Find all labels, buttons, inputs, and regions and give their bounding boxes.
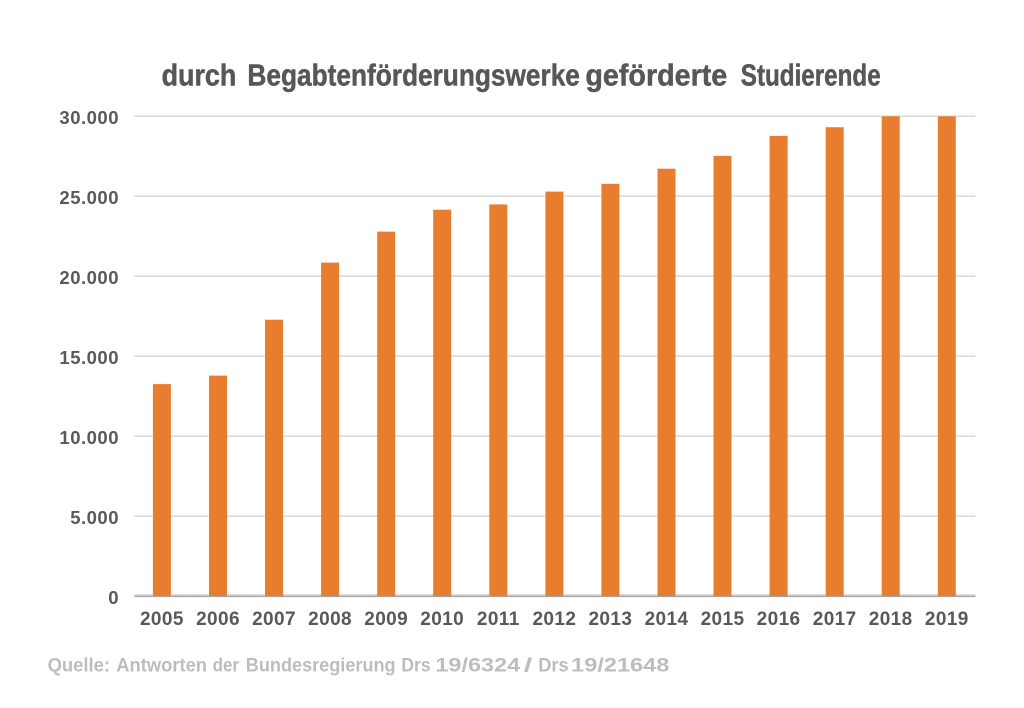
svg-text:Drs: Drs — [401, 656, 430, 677]
svg-text:19/6324: 19/6324 — [435, 656, 520, 677]
svg-text:Bundesregierung: Bundesregierung — [246, 656, 396, 677]
svg-text:2008: 2008 — [308, 609, 352, 630]
svg-text:2006: 2006 — [196, 609, 240, 630]
svg-text:5.000: 5.000 — [70, 507, 119, 528]
svg-text:2010: 2010 — [420, 609, 464, 630]
svg-text:2005: 2005 — [140, 609, 184, 630]
svg-text:/: / — [524, 655, 532, 676]
svg-text:10.000: 10.000 — [59, 427, 119, 448]
svg-text:2009: 2009 — [364, 609, 408, 630]
svg-text:20.000: 20.000 — [59, 267, 119, 288]
svg-text:2014: 2014 — [645, 609, 689, 630]
svg-text:2016: 2016 — [757, 609, 801, 630]
svg-text:2019: 2019 — [925, 609, 969, 630]
svg-text:durch: durch — [162, 59, 237, 93]
svg-text:2018: 2018 — [869, 609, 913, 630]
svg-text:0: 0 — [108, 587, 119, 608]
svg-text:19/21648: 19/21648 — [571, 656, 669, 677]
svg-text:2013: 2013 — [588, 609, 632, 630]
svg-text:25.000: 25.000 — [59, 187, 119, 208]
svg-text:Drs: Drs — [538, 656, 568, 677]
svg-text:geförderte: geförderte — [585, 59, 727, 93]
svg-text:Begabtenförderungswerke: Begabtenförderungswerke — [247, 59, 580, 93]
svg-text:Quelle:: Quelle: — [48, 656, 110, 677]
svg-text:30.000: 30.000 — [59, 107, 119, 128]
svg-text:Antworten: Antworten — [116, 656, 207, 677]
svg-text:2017: 2017 — [813, 609, 857, 630]
svg-text:Studierende: Studierende — [741, 58, 881, 92]
svg-text:2007: 2007 — [252, 609, 296, 630]
svg-text:15.000: 15.000 — [59, 347, 119, 368]
svg-text:2011: 2011 — [477, 609, 520, 630]
svg-text:2015: 2015 — [701, 609, 745, 630]
svg-text:2012: 2012 — [532, 609, 576, 630]
svg-text:der: der — [213, 656, 240, 677]
